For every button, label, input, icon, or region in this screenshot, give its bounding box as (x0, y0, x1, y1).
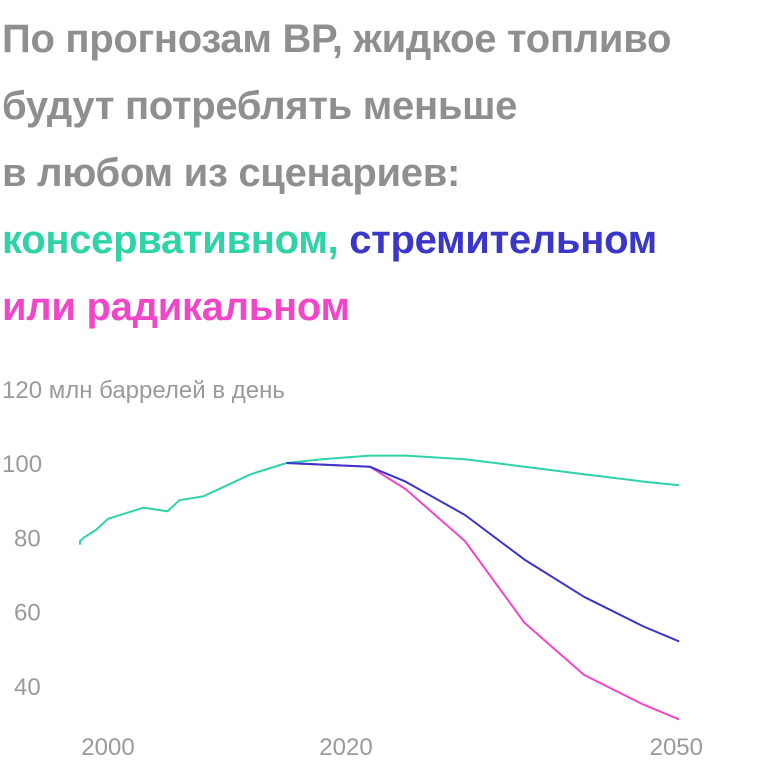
y-tick-label: 60 (14, 600, 41, 627)
headline-or-word: или (2, 285, 76, 329)
consumption-line-chart: 120 млн баррелей в день 100 80 60 40 2000 202… (2, 377, 703, 761)
x-axis: 2000 2020 2050 (81, 734, 703, 761)
y-axis: 120 млн баррелей в день 100 80 60 40 (2, 377, 285, 701)
headline-line-2: будут потреблять меньше (2, 84, 518, 128)
y-tick-label: 80 (14, 525, 41, 552)
scenario-fast-label: стремительном (349, 218, 657, 262)
series-line-radical (286, 462, 680, 721)
y-tick-label: 40 (14, 674, 41, 701)
headline-line-3: в любом из сценариев: (2, 151, 461, 195)
headline-line-4: консервативном, стремительном (2, 207, 766, 274)
x-tick-label: 2000 (81, 734, 134, 761)
headline-line-5: или радикальном (2, 274, 766, 341)
y-axis-unit-label: 120 млн баррелей в день (2, 377, 285, 404)
series-layer (79, 454, 680, 721)
headline-line-1: По прогнозам ВР, жидкое топливо (2, 17, 672, 61)
y-tick-label: 100 (2, 451, 42, 478)
series-line-fast (286, 462, 680, 643)
scenario-radical-label: радикальном (86, 285, 351, 329)
chart-headline: По прогнозам ВР, жидкое топливо будут по… (2, 6, 766, 341)
series-line-conservative (79, 454, 680, 545)
x-tick-label: 2020 (319, 734, 372, 761)
x-tick-label: 2050 (650, 734, 703, 761)
scenario-conservative-label: консервативном, (2, 218, 339, 262)
